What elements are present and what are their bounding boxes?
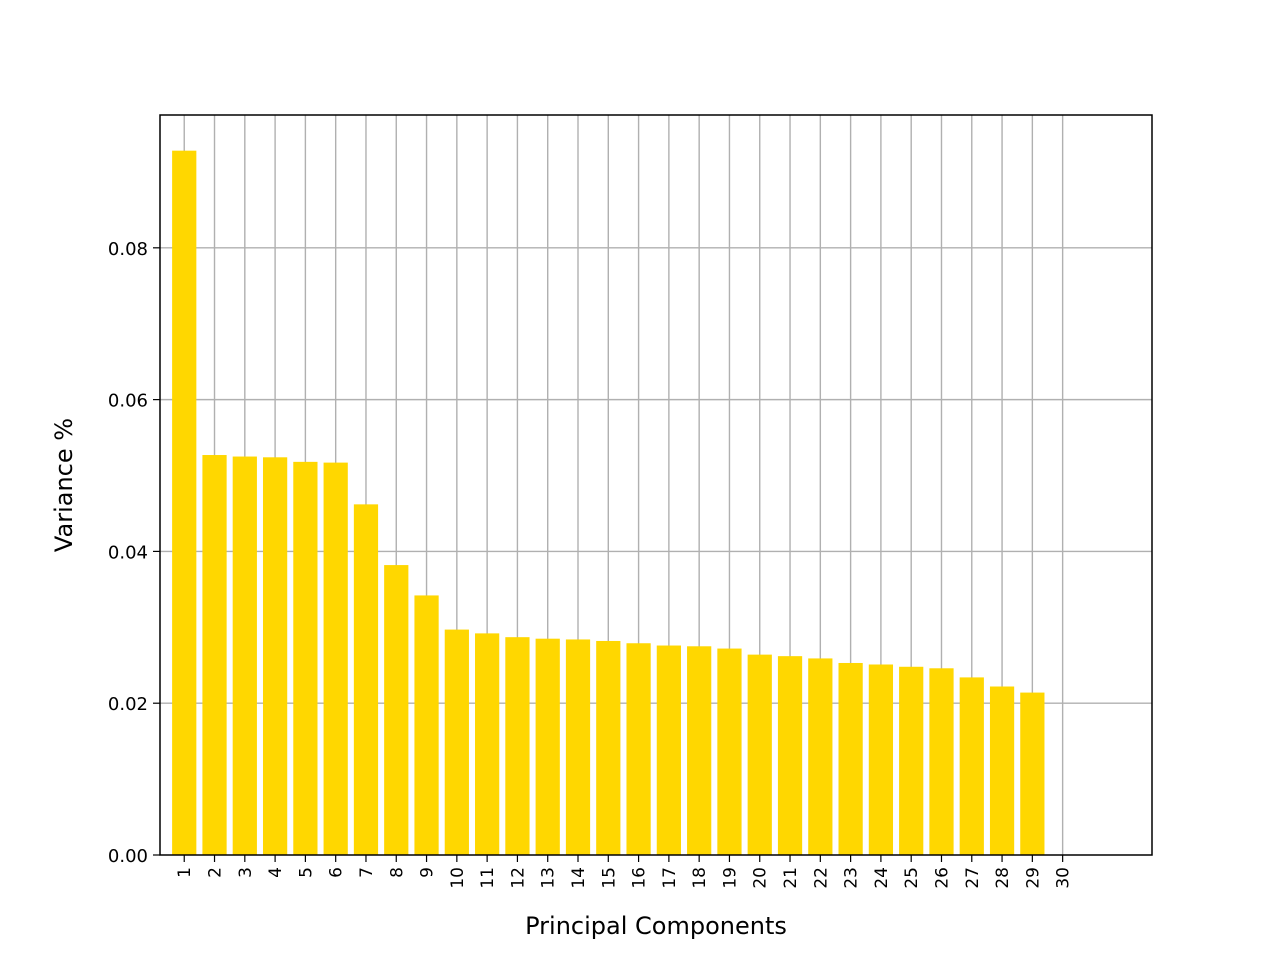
bar-layer	[172, 150, 1045, 855]
y-tick-label: 0.00	[108, 846, 148, 867]
bar-26	[929, 668, 954, 855]
x-tick-label: 19	[720, 867, 740, 889]
bar-11	[475, 633, 500, 855]
x-tick-label: 9	[418, 867, 438, 878]
bar-15	[596, 640, 621, 855]
bar-23	[838, 662, 863, 855]
bar-2	[202, 455, 227, 855]
x-tick-label: 14	[569, 867, 589, 889]
x-tick-label: 5	[296, 867, 316, 878]
x-tick-label: 27	[963, 867, 983, 889]
bar-5	[293, 461, 318, 855]
plot-frame	[159, 114, 1153, 856]
bar-7	[353, 504, 379, 855]
tick-layer: 1 2 3 4 5 6 7 8 9 10 11 12 13 14 15 16 17 18 19 20 21 22 23 24 2…	[108, 239, 1074, 889]
x-tick-label: 16	[630, 867, 650, 889]
y-tick-label: 0.04	[108, 542, 148, 563]
y-tick-label: 0.02	[108, 694, 148, 715]
x-tick-label: 30	[1054, 867, 1074, 889]
x-tick-label: 13	[539, 867, 559, 889]
bar-22	[808, 658, 833, 855]
bar-25	[899, 666, 924, 855]
bar-18	[687, 646, 712, 855]
x-tick-label: 28	[993, 867, 1013, 889]
bar-17	[656, 645, 681, 855]
bar-1	[172, 150, 197, 855]
x-tick-label: 11	[478, 867, 498, 889]
x-tick-label: 15	[599, 867, 619, 889]
x-tick-label: 21	[781, 867, 801, 889]
x-tick-label: 1	[175, 867, 195, 878]
bar-28	[989, 686, 1015, 855]
x-tick-label: 12	[508, 867, 528, 889]
bar-20	[747, 654, 772, 855]
x-tick-label: 7	[357, 867, 377, 878]
bar-14	[565, 639, 591, 855]
bar-29	[1020, 692, 1045, 855]
x-tick-label: 3	[236, 867, 256, 878]
x-tick-label: 6	[327, 867, 347, 878]
x-tick-label: 18	[690, 867, 710, 889]
bar-8	[384, 565, 409, 855]
x-tick-label: 10	[448, 867, 468, 889]
y-axis-label: Variance %	[50, 418, 78, 552]
bar-6	[323, 462, 348, 855]
x-tick-label: 20	[751, 867, 771, 889]
bar-27	[959, 677, 984, 855]
bar-4	[262, 457, 288, 855]
y-tick-label: 0.06	[108, 391, 148, 412]
x-axis-label: Principal Components	[525, 912, 787, 940]
bar-24	[868, 664, 894, 855]
bar-21	[777, 656, 803, 855]
x-tick-label: 2	[206, 867, 226, 878]
x-tick-label: 23	[842, 867, 862, 889]
x-tick-label: 25	[902, 867, 922, 889]
bar-19	[717, 648, 742, 855]
bar-10	[444, 629, 469, 855]
bar-16	[626, 643, 651, 855]
x-tick-label: 17	[660, 867, 680, 889]
bar-12	[505, 637, 530, 855]
x-tick-label: 26	[932, 867, 952, 889]
bar-9	[414, 595, 439, 855]
x-tick-label: 22	[811, 867, 831, 889]
x-tick-label: 4	[266, 867, 286, 878]
x-tick-label: 24	[872, 867, 892, 889]
y-tick-label: 0.08	[108, 239, 148, 260]
x-tick-label: 29	[1023, 867, 1043, 889]
bar-3	[232, 456, 257, 855]
x-tick-label: 8	[387, 867, 407, 878]
bar-13	[535, 638, 560, 855]
